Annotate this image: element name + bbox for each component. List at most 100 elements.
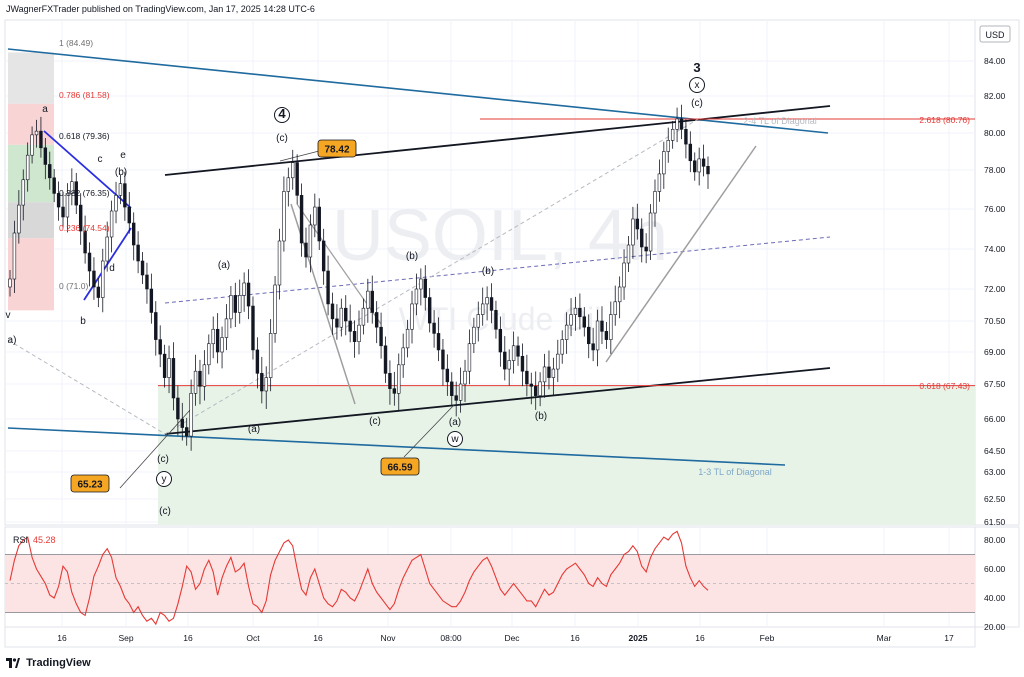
candle-body	[357, 324, 361, 342]
candle-body	[591, 343, 595, 351]
rsi-line	[9, 530, 709, 626]
time-tick-label: Feb	[760, 633, 775, 643]
candle-body	[118, 183, 123, 196]
fib-label: 0 (71.0)	[59, 281, 88, 291]
time-tick-label: 16	[183, 633, 193, 643]
candle-body	[211, 328, 215, 345]
candle-body	[255, 349, 260, 374]
candle-body	[684, 129, 688, 145]
candle-body	[379, 326, 383, 347]
candle-body	[405, 328, 410, 349]
watermark-symbol: USOIL, 4h	[332, 196, 668, 276]
candle-body	[525, 370, 529, 385]
candle-body	[516, 345, 520, 357]
candle-body	[215, 328, 220, 353]
candle-body	[321, 240, 326, 272]
price-tick-label: 66.00	[984, 414, 1006, 424]
candle-body	[458, 383, 463, 401]
candle-body	[397, 364, 401, 394]
candle-body	[30, 134, 34, 156]
price-tick-label: 67.50	[984, 379, 1006, 389]
candle-body	[158, 339, 162, 355]
candle-body	[609, 314, 613, 340]
rsi-current-value: 45.28	[33, 535, 56, 545]
price-callout-box	[317, 139, 357, 158]
rsi-axis[interactable]	[974, 526, 1020, 628]
candle-body	[529, 383, 533, 387]
candle-body	[640, 228, 644, 248]
candle-body	[587, 326, 591, 345]
candle-body	[675, 118, 679, 130]
time-tick-label: 16	[57, 633, 67, 643]
tradingview-logo-icon	[6, 658, 20, 669]
candle-body	[476, 314, 480, 328]
candle-body	[432, 322, 436, 334]
wave-label: (b)	[406, 251, 418, 262]
wave-label: (b)	[535, 411, 547, 422]
candle-body	[388, 373, 392, 389]
wave-label: x	[695, 80, 700, 91]
tradingview-footer[interactable]: TradingView	[6, 657, 91, 673]
time-tick-label: 17	[944, 633, 954, 643]
candle-body	[207, 343, 211, 366]
rsi-series: 80.00 60.00 40.00 20.00 RSI 45.28	[5, 530, 1006, 632]
time-tick-label: Oct	[246, 633, 260, 643]
trendline-label: 2-4 TL of Diagonal	[743, 116, 817, 126]
price-callout: 66.59	[387, 463, 412, 474]
candle-body	[229, 295, 233, 320]
tradingview-brand: TradingView	[26, 657, 91, 669]
candle-body	[83, 230, 87, 254]
wave-label: w	[450, 434, 459, 445]
trendline-label: 1-3 TL of Diagonal	[698, 467, 772, 477]
wave-label: (c)	[159, 506, 171, 517]
candle-body	[34, 130, 39, 136]
candle-body	[622, 262, 626, 288]
candle-body	[87, 252, 92, 272]
wave-label: b	[80, 316, 86, 327]
candle-body	[291, 162, 295, 179]
candle-body	[419, 278, 423, 290]
price-tick-label: 70.50	[984, 316, 1006, 326]
wave-label: 3	[693, 60, 700, 75]
candle-body	[485, 297, 489, 305]
wave-circle	[156, 471, 172, 487]
candle-body	[604, 331, 609, 340]
candle-body	[273, 284, 277, 334]
candle-body	[131, 222, 136, 246]
candle-body	[21, 179, 25, 206]
candle-body	[463, 370, 467, 385]
trendlines	[7, 48, 975, 489]
candle-body	[697, 158, 701, 173]
rsi-tick-label: 80.00	[984, 535, 1006, 545]
time-axis-labels: 16 Sep 16 Oct 16 Nov 08:00 Dec 16 2025 16 Feb Mar 17	[57, 633, 954, 643]
wave-label: d	[109, 263, 115, 274]
price-callout-box	[70, 474, 110, 493]
candle-body	[706, 166, 710, 175]
time-tick-label: 08:00	[440, 633, 462, 643]
candle-body	[352, 331, 357, 342]
candle-body	[268, 333, 273, 378]
candle-body	[78, 204, 83, 232]
wave-label: (a)	[248, 424, 260, 435]
candle-body	[176, 397, 180, 420]
currency-button[interactable]: USD	[979, 25, 1011, 43]
wave-labels: 1 (84.49) 0.786 (81.58) 0.618 (79.36) 0.382…	[6, 38, 971, 517]
price-axis[interactable]	[974, 19, 1020, 526]
candle-body	[70, 181, 74, 194]
callout-leader	[119, 409, 191, 489]
candle-body	[547, 366, 551, 378]
candle-body	[556, 353, 560, 370]
candle-body	[48, 164, 52, 179]
price-tick-label: 61.50	[984, 517, 1006, 527]
time-tick-label: Sep	[118, 633, 133, 643]
candle-body	[414, 288, 419, 305]
time-axis[interactable]	[4, 626, 976, 648]
candle-body	[401, 347, 405, 366]
price-tick-label: 64.50	[984, 446, 1006, 456]
callout-leader	[279, 149, 324, 162]
candle-body	[617, 286, 622, 303]
lower-black-trendline	[164, 367, 831, 435]
fib-label: 0.618 (67.43)	[919, 381, 970, 391]
fib-box-top	[8, 52, 54, 104]
